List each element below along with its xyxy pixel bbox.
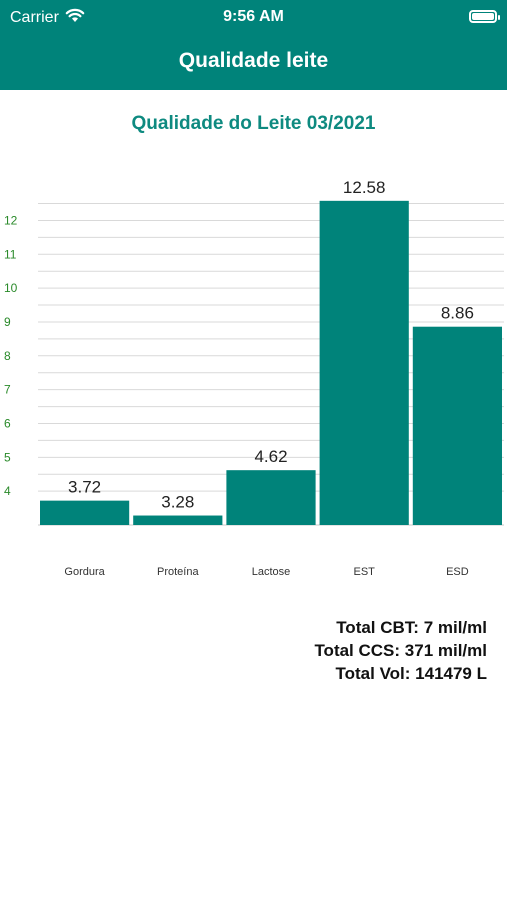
- y-tick-label: 11: [4, 247, 17, 261]
- chart-title: Qualidade do Leite 03/2021: [131, 113, 376, 134]
- bar: [412, 326, 502, 525]
- bar: [226, 470, 316, 525]
- bar: [133, 515, 223, 525]
- navigation-bar: Qualidade leite: [0, 36, 507, 90]
- total-vol: Total Vol: 141479 L: [335, 664, 487, 683]
- bar-chart: 4 5 6 7 8 9 10 11 12 3.72 Gordura 3.28 Proteína 4.62 L…: [4, 178, 504, 578]
- bar-value-label: 3.72: [68, 478, 101, 497]
- status-bar: Carrier 9:56 AM: [0, 0, 507, 36]
- x-category-label: Lactose: [252, 566, 291, 578]
- y-tick-label: 5: [4, 450, 11, 464]
- status-left: Carrier: [10, 8, 85, 28]
- y-tick-label: 8: [4, 349, 11, 363]
- y-tick-label: 12: [4, 213, 18, 227]
- y-tick-label: 9: [4, 315, 11, 329]
- bar-value-label: 4.62: [254, 447, 287, 466]
- y-tick-label: 4: [4, 484, 11, 498]
- y-tick-label: 10: [4, 281, 18, 295]
- total-ccs: Total CCS: 371 mil/ml: [314, 641, 487, 660]
- bar: [319, 200, 409, 525]
- bar-value-label: 12.58: [343, 178, 386, 197]
- x-category-label: ESD: [446, 566, 469, 578]
- bar-value-label: 8.86: [441, 304, 474, 323]
- x-category-label: Proteína: [157, 566, 199, 578]
- total-cbt: Total CBT: 7 mil/ml: [336, 618, 487, 637]
- battery-icon: [469, 10, 500, 23]
- x-category-label: EST: [353, 566, 375, 578]
- bar: [40, 500, 130, 525]
- page-title: Qualidade leite: [178, 49, 329, 72]
- status-time: 9:56 AM: [223, 8, 284, 25]
- totals-summary: Total CBT: 7 mil/ml Total CCS: 371 mil/m…: [314, 616, 487, 685]
- y-tick-label: 6: [4, 416, 11, 430]
- wifi-icon: [65, 8, 85, 28]
- x-category-label: Gordura: [64, 566, 105, 578]
- carrier-label: Carrier: [10, 9, 59, 26]
- bar-value-label: 3.28: [161, 493, 194, 512]
- y-tick-label: 7: [4, 383, 11, 397]
